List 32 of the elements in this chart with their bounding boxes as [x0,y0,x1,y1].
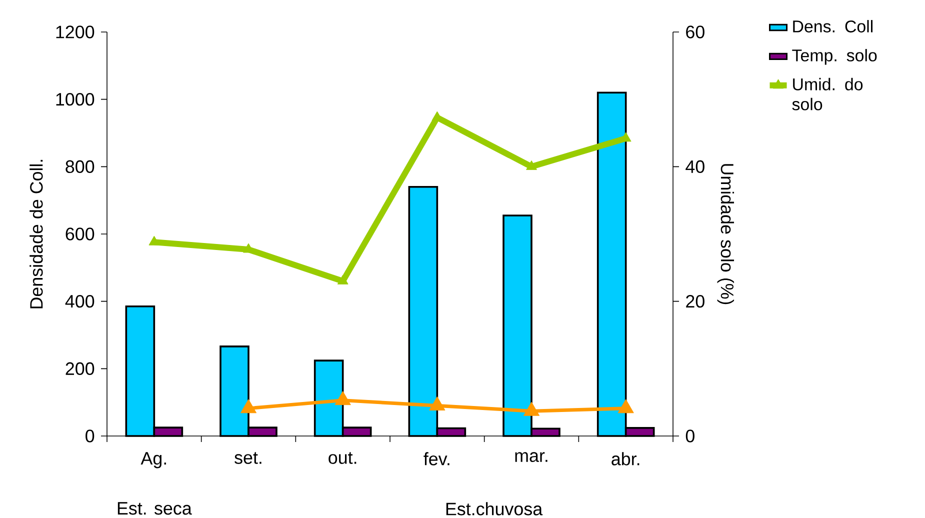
y-tick-label: 200 [66,362,94,376]
point [334,391,351,406]
x-tick-label: out. [328,452,356,464]
legend-label: Temp. solo [792,48,877,65]
legend-label: Dens. Coll [793,20,872,32]
x-tick-label: Ag. [140,452,166,468]
x-tick-label: fev. [424,452,450,466]
y-tick-label: 1000 [56,92,94,106]
x-tick-label: mar. [515,452,548,462]
text: Est. seca [118,502,192,515]
y2-tick-label: 40 [686,160,704,174]
y2-tick-label: 20 [686,294,704,308]
point [337,274,348,284]
y-tick-label: 0 [86,430,94,442]
y2-tick-label: 60 [686,26,704,38]
y2-axis-title: Umidade solo (%) [717,164,734,304]
y-tick-label: 600 [66,228,94,240]
point [618,399,634,414]
point [240,399,257,414]
x-tick-label: set. [234,452,262,464]
point [526,160,537,170]
y-axis-title: Densidade de Coll. [30,160,43,308]
point [148,236,160,246]
point [523,402,540,416]
point [429,396,446,410]
y2-tick-label: 0 [686,430,694,442]
y-tick-label: 1200 [56,26,94,38]
text: Est.chuvosa [446,502,543,516]
y-tick-label: 800 [66,160,94,174]
x-tick-label: abr. [612,452,640,466]
legend-label: Umid. do solo [792,78,863,110]
y-tick-label: 400 [65,294,94,308]
